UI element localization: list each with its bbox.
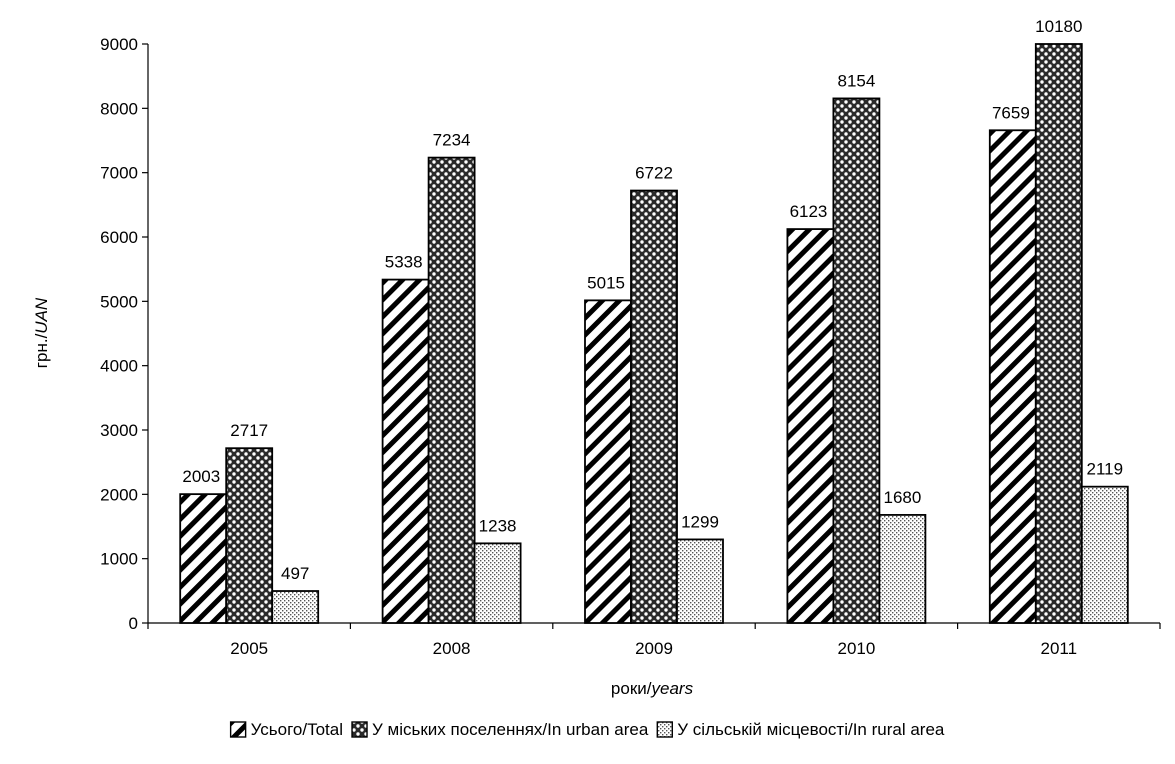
- bar: [225, 447, 274, 624]
- y-tick-label: 8000: [100, 99, 138, 118]
- y-tick-label: 4000: [100, 357, 138, 376]
- x-tick-label: 2011: [1041, 639, 1078, 658]
- y-tick-label: 9000: [100, 35, 138, 54]
- y-tick-label: 6000: [100, 228, 138, 247]
- data-label: 2003: [182, 467, 220, 486]
- y-tick-label: 5000: [100, 292, 138, 311]
- bar: [988, 129, 1037, 624]
- data-label: 1238: [479, 516, 517, 535]
- legend-label: Усього/Total: [251, 720, 343, 739]
- y-tick-label: 7000: [100, 164, 138, 183]
- y-axis-title: грн./UAN: [32, 297, 51, 368]
- data-label: 5338: [385, 253, 423, 272]
- data-label: 7234: [433, 131, 471, 150]
- x-axis-ticks: 2005 2008 2009 2010 2011: [147, 623, 1161, 658]
- data-label: 7659: [992, 103, 1030, 122]
- data-label: 2717: [230, 421, 268, 440]
- data-label: 5015: [587, 273, 625, 292]
- data-label: 2119: [1087, 460, 1124, 479]
- y-axis-ticks: 0 1000 2000 3000 4000 5000 6000 7000 8000 9000: [100, 35, 148, 633]
- x-tick-label: 2005: [230, 639, 268, 658]
- legend-swatch: [656, 721, 673, 738]
- data-label: 8154: [837, 71, 875, 90]
- bar: [473, 542, 522, 624]
- data-label: 6123: [790, 202, 828, 221]
- bar: [832, 97, 881, 624]
- y-tick-label: 2000: [100, 485, 138, 504]
- bar: [1034, 43, 1083, 624]
- y-tick-label: 1000: [100, 550, 138, 569]
- x-axis-title: роки/years: [611, 679, 694, 698]
- legend-swatch: [229, 721, 247, 738]
- data-label: 497: [281, 564, 309, 583]
- y-tick-label: 3000: [100, 421, 138, 440]
- bar: [584, 299, 632, 624]
- bar: [676, 538, 724, 624]
- y-tick-label: 0: [129, 614, 138, 633]
- data-label: 10180: [1035, 17, 1082, 36]
- x-tick-label: 2008: [433, 639, 471, 658]
- data-label: 1680: [883, 488, 921, 507]
- data-label: 1299: [681, 512, 719, 531]
- legend-label: У сільській місцевості/In rural area: [677, 720, 945, 739]
- bar: [1080, 485, 1129, 624]
- legend-swatch: [351, 721, 368, 738]
- axes: 0 1000 2000 3000 4000 5000 6000 7000 8000 9000 20…: [100, 35, 1161, 658]
- bar: [179, 493, 228, 624]
- x-tick-label: 2010: [837, 639, 875, 658]
- x-tick-label: 2009: [635, 639, 673, 658]
- bar: [381, 278, 430, 624]
- legend-label: У міських поселеннях/In urban area: [372, 720, 649, 739]
- bar: [786, 228, 835, 624]
- bar: [427, 156, 476, 624]
- legend: Усього/Total У міських поселеннях/In urba…: [229, 720, 945, 739]
- bars: [179, 43, 1129, 624]
- bar: [878, 514, 927, 624]
- data-labels: 2003 2717 497 5338 7234 1238 5015 6722 1299 6123 8…: [182, 17, 1123, 583]
- data-label: 6722: [635, 164, 673, 183]
- bar: [271, 590, 320, 624]
- bar: [630, 189, 678, 624]
